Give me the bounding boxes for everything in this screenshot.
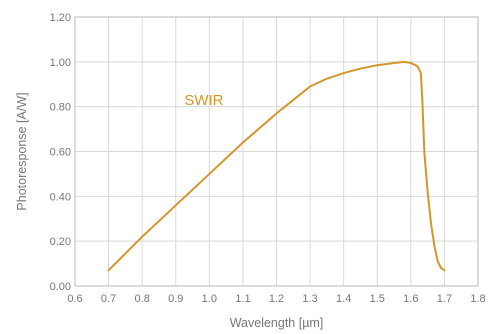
y-tick-label: 1.20 <box>50 12 71 24</box>
series-line-swir <box>107 60 446 272</box>
series-lines <box>107 60 446 272</box>
x-tick-label: 1.3 <box>302 293 317 305</box>
y-tick-label: 0.20 <box>50 236 71 248</box>
x-tick-label: 0.6 <box>67 293 82 305</box>
y-tick-label: 0.80 <box>50 102 71 114</box>
plot-frame <box>74 16 479 287</box>
x-tick-label: 1.7 <box>437 293 452 305</box>
x-tick-label: 1.0 <box>202 293 217 305</box>
y-tick-label: 0.40 <box>50 191 71 203</box>
x-tick-label: 0.7 <box>101 293 116 305</box>
grid-lines <box>75 17 478 286</box>
y-tick-labels: 0.00 0.20 0.40 0.60 0.80 1.00 1.20 <box>50 12 71 293</box>
plot-border <box>74 16 479 287</box>
y-tick-label: 0.60 <box>50 147 71 159</box>
x-tick-label: 1.4 <box>336 293 351 305</box>
x-tick-label: 1.1 <box>235 293 250 305</box>
x-tick-label: 1.6 <box>403 293 418 305</box>
series-annotation: SWIR <box>184 92 223 109</box>
x-axis-title: Wavelength [µm] <box>230 316 324 330</box>
y-tick-label: 1.00 <box>50 57 71 69</box>
y-tick-label: 0.00 <box>50 281 71 293</box>
y-axis-title: Photoresponse [A/W] <box>15 92 29 210</box>
x-tick-label: 1.8 <box>470 293 485 305</box>
x-tick-label: 0.9 <box>168 293 183 305</box>
x-tick-label: 1.2 <box>269 293 284 305</box>
x-tick-labels: 0.6 0.7 0.8 0.9 1.0 1.1 1.2 1.3 1.4 1.5 1.6 1.7 1.8 <box>67 293 485 305</box>
x-tick-label: 0.8 <box>135 293 150 305</box>
x-tick-label: 1.5 <box>370 293 385 305</box>
